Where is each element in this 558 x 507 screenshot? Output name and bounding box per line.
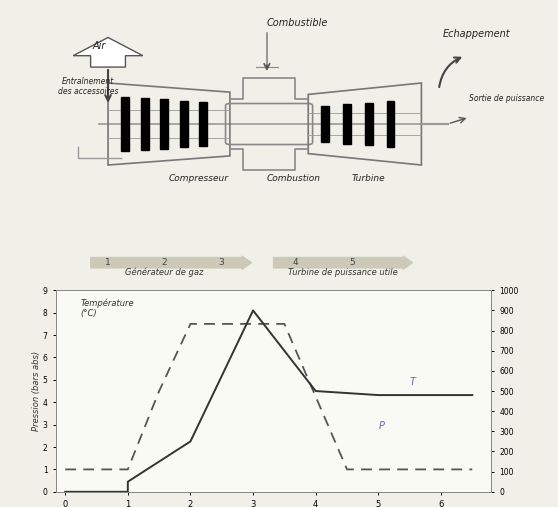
Text: 5: 5 bbox=[349, 258, 355, 267]
Bar bbox=[160, 99, 168, 149]
FancyArrow shape bbox=[90, 256, 252, 269]
Bar bbox=[387, 101, 395, 147]
Bar bbox=[180, 101, 187, 147]
Bar bbox=[199, 102, 207, 146]
Text: 3: 3 bbox=[218, 258, 224, 267]
Text: Température
(°C): Température (°C) bbox=[81, 299, 134, 318]
Y-axis label: Pression (bars abs): Pression (bars abs) bbox=[32, 351, 41, 431]
Text: 1: 1 bbox=[105, 258, 111, 267]
Bar bbox=[365, 102, 373, 146]
Text: 2: 2 bbox=[162, 258, 167, 267]
Text: Echappement: Echappement bbox=[443, 29, 511, 40]
Text: Combustible: Combustible bbox=[267, 18, 328, 28]
Text: Air: Air bbox=[93, 41, 106, 51]
Text: Compresseur: Compresseur bbox=[169, 174, 229, 183]
Text: Turbine: Turbine bbox=[352, 174, 386, 183]
Bar bbox=[343, 104, 351, 144]
Bar bbox=[121, 97, 129, 152]
Text: T: T bbox=[410, 377, 416, 387]
Text: Turbine de puissance utile: Turbine de puissance utile bbox=[288, 268, 398, 277]
Polygon shape bbox=[73, 38, 143, 67]
Text: Combustion: Combustion bbox=[267, 174, 321, 183]
Bar bbox=[141, 98, 148, 150]
Text: Entraînement
des accessoires: Entraînement des accessoires bbox=[58, 77, 118, 96]
Text: 4: 4 bbox=[292, 258, 298, 267]
Text: Sortie de puissance: Sortie de puissance bbox=[469, 94, 545, 103]
FancyArrow shape bbox=[273, 256, 413, 269]
Bar bbox=[321, 106, 329, 142]
Text: Générateur de gaz: Générateur de gaz bbox=[126, 267, 204, 277]
Text: P: P bbox=[378, 421, 384, 431]
